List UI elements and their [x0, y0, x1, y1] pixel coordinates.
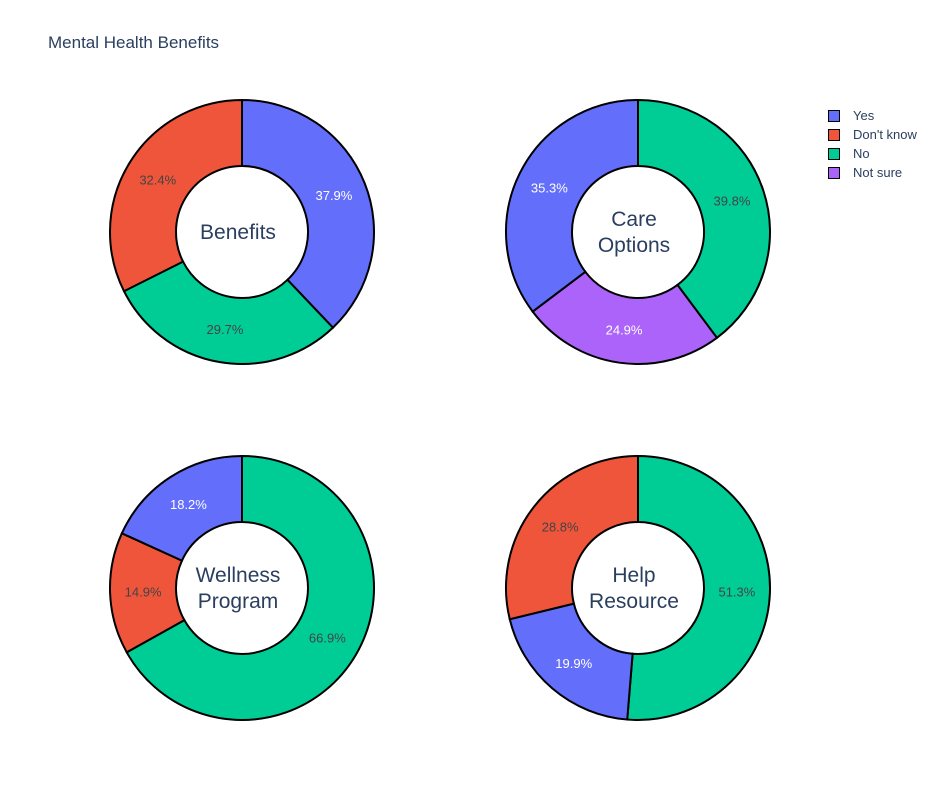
slice-percent-label: 37.9% [315, 188, 352, 203]
legend: Yes Don't know No Not sure [828, 106, 917, 182]
slice-yes[interactable] [505, 98, 639, 313]
slice-percent-label: 24.9% [606, 323, 643, 338]
slice-don-t-know[interactable] [109, 98, 243, 293]
donut-center-label: Resource [589, 590, 679, 613]
legend-item-don-t-know[interactable]: Don't know [828, 125, 917, 144]
donut-center-label: Help [612, 564, 655, 587]
slice-percent-label: 51.3% [718, 585, 755, 600]
slice-percent-label: 29.7% [207, 322, 244, 337]
slice-percent-label: 18.2% [170, 497, 207, 512]
donut-center-label: Benefits [200, 221, 276, 244]
donut-center-label: Wellness [196, 564, 281, 587]
slice-percent-label: 66.9% [309, 631, 346, 646]
donut-center-label: Care [611, 208, 657, 231]
legend-label: No [853, 146, 870, 161]
slice-no[interactable] [122, 260, 335, 365]
legend-label: Not sure [853, 165, 903, 180]
slice-no[interactable] [125, 454, 375, 721]
slice-no[interactable] [637, 98, 771, 340]
donut-chart-3: 66.9% 14.9% 18.2% Wellness Program [109, 454, 375, 721]
legend-swatch [828, 109, 840, 122]
slice-percent-label: 35.3% [531, 180, 568, 195]
slice-don-t-know[interactable] [505, 454, 639, 621]
slice-yes[interactable] [508, 602, 634, 721]
donut-chart-1: 37.9% 29.7% 32.4% Benefits [109, 98, 375, 365]
legend-swatch [828, 128, 840, 141]
legend-label: Yes [853, 108, 875, 123]
chart-title: Mental Health Benefits [48, 33, 220, 52]
legend-label: Don't know [853, 127, 917, 142]
slice-yes[interactable] [120, 454, 243, 562]
slice-percent-label: 28.8% [542, 519, 579, 534]
slice-percent-label: 32.4% [139, 173, 176, 188]
slice-percent-label: 14.9% [125, 585, 162, 600]
legend-swatch [828, 166, 840, 179]
slice-not-sure[interactable] [531, 270, 719, 365]
slice-percent-label: 19.9% [555, 656, 592, 671]
legend-swatch [828, 147, 840, 160]
donut-chart-2: 39.8% 24.9% 35.3% Care Options [505, 98, 771, 365]
slice-percent-label: 39.8% [714, 193, 751, 208]
legend-item-yes[interactable]: Yes [828, 106, 917, 125]
slice-no[interactable] [626, 454, 771, 721]
slice-yes[interactable] [241, 98, 375, 330]
donut-chart-4: 51.3% 19.9% 28.8% Help Resource [505, 454, 771, 721]
donut-center-label: Program [198, 590, 279, 613]
legend-item-not-sure[interactable]: Not sure [828, 163, 917, 182]
donut-center-label: Options [598, 234, 670, 257]
legend-item-no[interactable]: No [828, 144, 917, 163]
